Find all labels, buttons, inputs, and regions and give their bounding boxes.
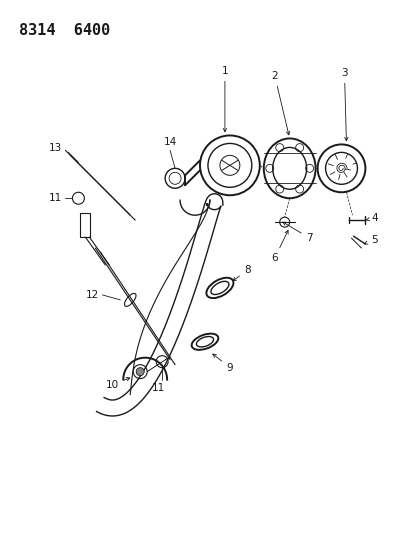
Text: 2: 2 — [271, 71, 290, 135]
Text: 4: 4 — [365, 213, 378, 223]
Text: 8314  6400: 8314 6400 — [19, 23, 110, 38]
Circle shape — [136, 368, 144, 376]
Text: 1: 1 — [221, 66, 228, 132]
Text: 14: 14 — [164, 138, 177, 148]
Text: 10: 10 — [106, 377, 130, 390]
Text: 6: 6 — [271, 230, 288, 263]
Text: 11: 11 — [152, 383, 165, 393]
Text: 9: 9 — [213, 354, 233, 373]
Text: 8: 8 — [233, 265, 251, 281]
Text: 12: 12 — [86, 290, 99, 300]
Text: 11: 11 — [49, 193, 62, 203]
Text: 13: 13 — [49, 143, 62, 154]
Text: 7: 7 — [283, 222, 313, 243]
Text: 5: 5 — [364, 235, 378, 245]
Text: 3: 3 — [341, 68, 348, 141]
